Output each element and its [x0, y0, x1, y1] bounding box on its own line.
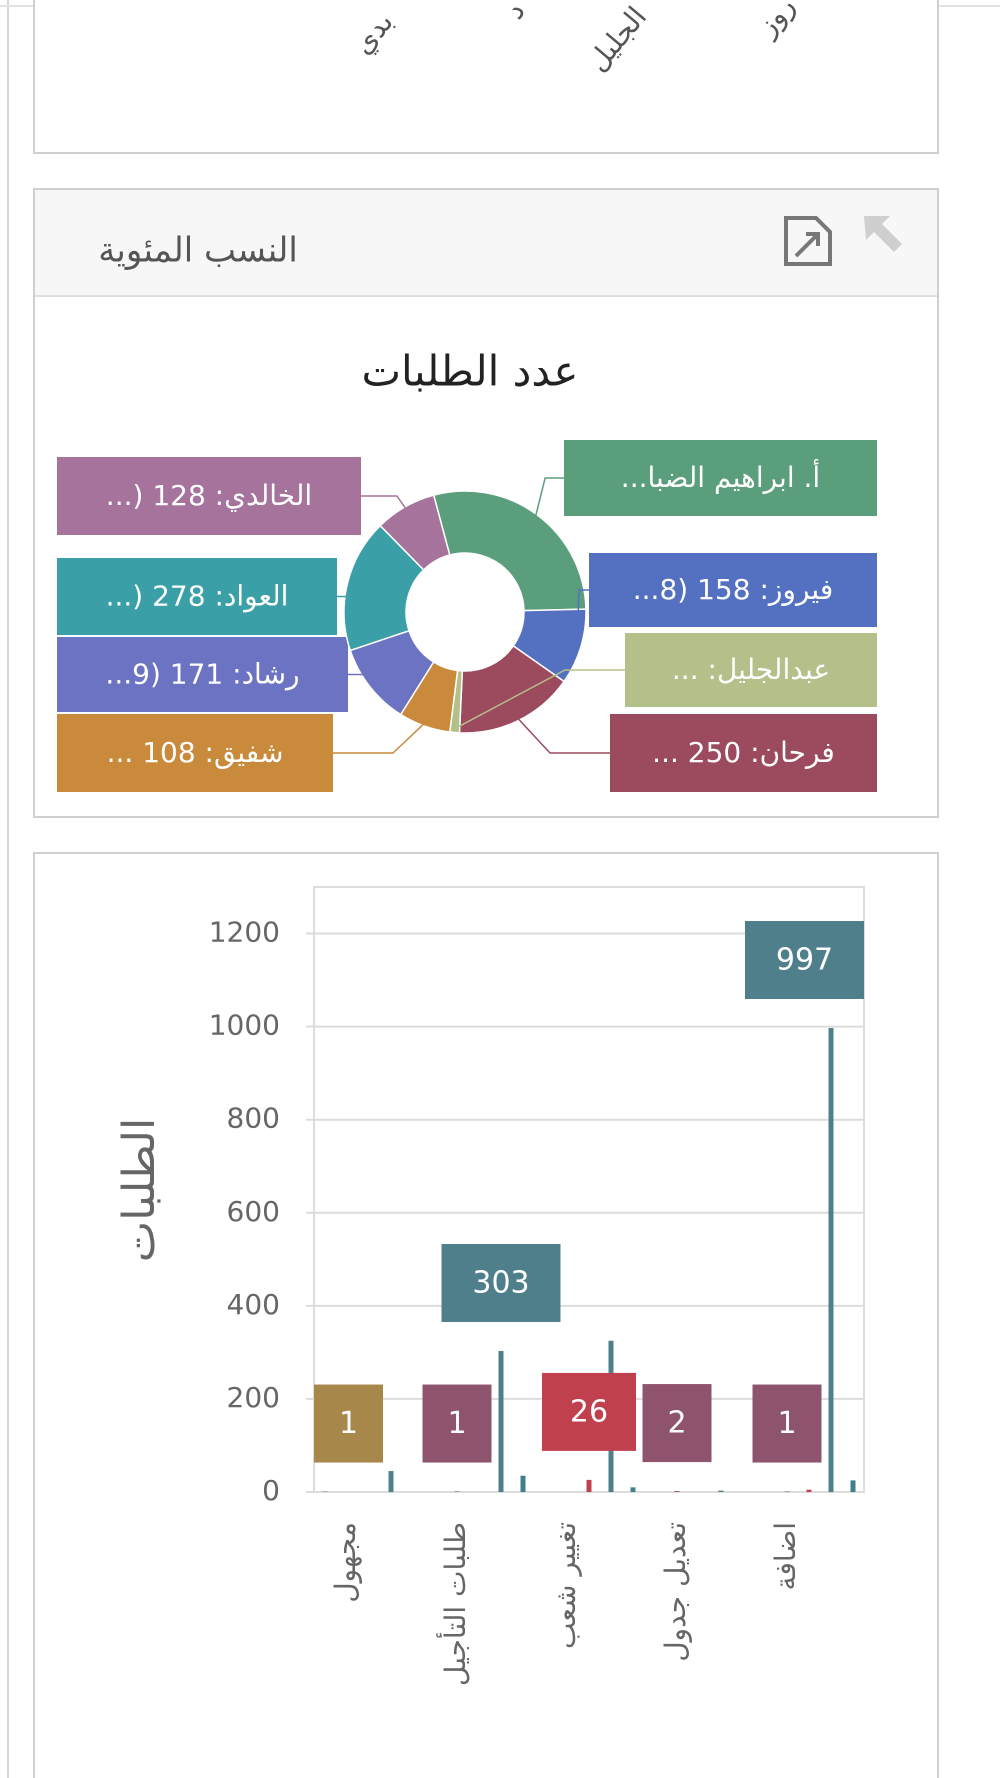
bar	[806, 1489, 812, 1492]
data-label-box	[542, 1372, 636, 1451]
x-tick-label: تغيير شعب	[549, 1522, 582, 1649]
slice-label-box	[610, 714, 877, 792]
slice-label-box	[625, 633, 877, 707]
bar	[630, 1487, 636, 1492]
back-button[interactable]	[864, 216, 902, 252]
chart-title: عدد الطلبات	[362, 347, 579, 396]
bar	[674, 1491, 680, 1492]
leader-line	[348, 673, 374, 685]
y-tick-label: 800	[227, 1102, 280, 1135]
x-tick-label: طلبات التأجيل	[435, 1522, 472, 1686]
y-tick-label: 0	[262, 1474, 280, 1507]
data-label-box	[441, 1243, 561, 1322]
y-axis-title: الطلبات	[114, 1118, 165, 1262]
slice-label: ... شفيق: 108	[107, 736, 284, 769]
data-label: 2	[667, 1406, 686, 1441]
leader-line	[361, 495, 408, 511]
x-tick-label: مجهول	[329, 1522, 362, 1603]
bar	[520, 1475, 526, 1492]
data-label: 303	[472, 1265, 529, 1300]
bar	[388, 1471, 394, 1492]
slice-label-box	[564, 440, 877, 516]
y-tick-label: 1200	[209, 916, 280, 949]
y-tick-label: 400	[227, 1288, 280, 1321]
y-tick-label: 600	[227, 1195, 280, 1228]
bar	[828, 1028, 834, 1492]
x-tick-label: تعديل جدول	[659, 1522, 692, 1662]
data-label-box	[314, 1384, 383, 1463]
data-label-box	[752, 1384, 822, 1463]
export-button[interactable]	[784, 216, 832, 266]
leader-line	[534, 477, 564, 519]
y-tick-label: 1000	[209, 1009, 280, 1042]
slice-label: ... فرحان: 250	[652, 736, 835, 769]
slice-label: ...) العواد: 278	[106, 580, 289, 613]
x-tick-label: اضافة	[769, 1522, 802, 1590]
slice-label: ...) الخالدي: 128	[106, 479, 312, 512]
data-label-box	[422, 1384, 492, 1463]
bar	[586, 1479, 592, 1492]
data-label: 1	[447, 1406, 466, 1441]
slice-label: ...فيروز: 158 (8	[633, 573, 833, 606]
slice-label-box	[57, 637, 348, 712]
slice-label: ...أ. ابراهيم الضبا	[621, 458, 820, 494]
slice-label-box	[57, 457, 361, 535]
slice-label: ... :عبدالجليل	[672, 653, 830, 686]
data-label: 1	[777, 1406, 796, 1441]
leader-line	[333, 721, 427, 754]
data-label: 26	[570, 1394, 608, 1429]
slice-label-box	[57, 714, 333, 792]
leader-line	[516, 716, 610, 754]
slice-label-box	[57, 558, 337, 635]
data-label: 997	[776, 943, 833, 978]
leader-line	[337, 584, 352, 598]
bar	[718, 1490, 724, 1492]
bar	[850, 1480, 856, 1492]
leader-line	[576, 589, 589, 646]
data-label: 1	[339, 1406, 358, 1441]
data-label-box	[745, 921, 864, 1000]
y-tick-label: 200	[227, 1381, 280, 1414]
slice-label: ...رشاد: 171 (9	[105, 658, 299, 691]
panel	[33, 0, 939, 154]
data-label-box	[642, 1384, 712, 1463]
slice-label-box	[589, 553, 877, 627]
panel-title: النسب المئوية	[98, 231, 298, 271]
pie-slice	[432, 490, 587, 612]
leader-line	[454, 669, 625, 730]
bar	[498, 1350, 504, 1492]
pie-slice	[379, 494, 451, 571]
